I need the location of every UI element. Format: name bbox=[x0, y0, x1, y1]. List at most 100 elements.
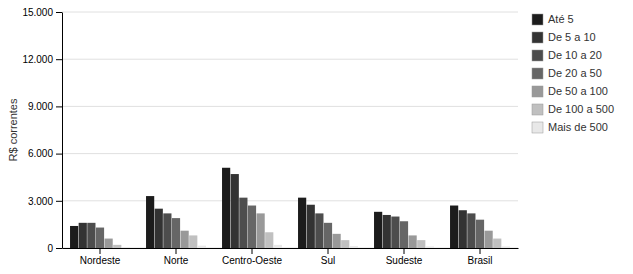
tick-mark bbox=[404, 248, 405, 254]
legend-item: Até 5 bbox=[532, 13, 574, 25]
legend-label: De 50 a 100 bbox=[548, 85, 608, 97]
legend-label: De 10 a 20 bbox=[548, 49, 602, 61]
bar bbox=[198, 246, 206, 248]
tick-label: 12.000 bbox=[22, 54, 53, 65]
tick: 3.000 bbox=[28, 196, 62, 207]
bar bbox=[231, 174, 239, 248]
grid-line bbox=[62, 59, 518, 60]
legend-label: De 20 a 50 bbox=[548, 67, 602, 79]
chart-container: 0 3.000 6.000 9.000 12.000 15.000 Nordeste Nort… bbox=[0, 0, 633, 274]
legend-item: De 10 a 20 bbox=[532, 49, 602, 61]
bar bbox=[181, 231, 189, 248]
bar-series bbox=[96, 206, 484, 248]
legend-swatch bbox=[532, 32, 543, 43]
x-axis: Nordeste Norte Centro-Oeste Sul Sudeste Brasi… bbox=[63, 248, 519, 266]
bar bbox=[426, 246, 434, 248]
y-axis: 0 3.000 6.000 9.000 12.000 15.000 bbox=[22, 7, 62, 254]
tick: 6.000 bbox=[28, 148, 62, 159]
legend-swatch bbox=[532, 86, 543, 97]
legend-label: De 5 a 10 bbox=[548, 31, 596, 43]
bar bbox=[417, 240, 425, 248]
bar bbox=[113, 245, 121, 248]
tick-mark bbox=[56, 248, 62, 249]
bar bbox=[307, 205, 315, 248]
legend-swatch bbox=[532, 50, 543, 61]
chart: 0 3.000 6.000 9.000 12.000 15.000 Nordeste Nort… bbox=[0, 0, 633, 274]
grid-line bbox=[62, 248, 518, 249]
bars bbox=[70, 168, 510, 248]
grid bbox=[62, 12, 518, 248]
bar bbox=[315, 213, 323, 248]
bar bbox=[172, 218, 180, 248]
bar bbox=[350, 246, 358, 248]
legend-swatch bbox=[532, 68, 543, 79]
bar bbox=[274, 245, 282, 248]
tick-label: Nordeste bbox=[80, 255, 121, 266]
bar bbox=[324, 223, 332, 248]
bar bbox=[333, 234, 341, 248]
bar bbox=[122, 247, 130, 248]
tick-mark bbox=[56, 201, 62, 202]
bar-series bbox=[105, 213, 493, 248]
tick-mark bbox=[56, 59, 62, 60]
bar bbox=[87, 223, 95, 248]
bar bbox=[502, 246, 510, 248]
bar bbox=[155, 209, 163, 248]
bar-series bbox=[87, 198, 475, 248]
legend-item: De 5 a 10 bbox=[532, 31, 596, 43]
bar bbox=[222, 168, 230, 248]
bar bbox=[409, 235, 417, 248]
tick: Sul bbox=[321, 248, 335, 266]
bar bbox=[341, 240, 349, 248]
grid-line bbox=[62, 200, 518, 201]
tick: Norte bbox=[164, 248, 189, 266]
plot: 0 3.000 6.000 9.000 12.000 15.000 Nordeste Nort… bbox=[22, 7, 518, 266]
tick-label: 9.000 bbox=[28, 101, 53, 112]
legend: Até 5 De 5 a 10 De 10 a 20 De 20 a 50 De 50 … bbox=[532, 13, 614, 133]
bar bbox=[105, 239, 113, 248]
bar bbox=[476, 220, 484, 248]
tick-mark bbox=[56, 12, 62, 13]
tick: Brasil bbox=[467, 248, 492, 266]
bar bbox=[70, 226, 78, 248]
legend-swatch bbox=[532, 14, 543, 25]
axis-line bbox=[62, 13, 63, 249]
bar bbox=[96, 228, 104, 248]
tick-mark bbox=[480, 248, 481, 254]
bar-series bbox=[113, 232, 501, 248]
tick-mark bbox=[100, 248, 101, 254]
bar bbox=[79, 223, 87, 248]
tick-label: 0 bbox=[47, 243, 53, 254]
bar bbox=[391, 217, 399, 248]
legend-item: De 50 a 100 bbox=[532, 85, 608, 97]
grid-line bbox=[62, 153, 518, 154]
tick-label: 15.000 bbox=[22, 7, 53, 18]
axis-line bbox=[63, 248, 519, 249]
tick: Nordeste bbox=[80, 248, 121, 266]
bar bbox=[189, 235, 197, 248]
tick: Centro-Oeste bbox=[222, 248, 282, 266]
tick-label: Brasil bbox=[467, 255, 492, 266]
bar bbox=[383, 215, 391, 248]
bar bbox=[298, 198, 306, 248]
legend-item: De 20 a 50 bbox=[532, 67, 602, 79]
bar bbox=[163, 213, 171, 248]
legend-swatch bbox=[532, 122, 543, 133]
bar bbox=[248, 206, 256, 248]
bar-series bbox=[122, 245, 510, 248]
bar bbox=[493, 239, 501, 248]
legend-swatch bbox=[532, 104, 543, 115]
tick-label: Centro-Oeste bbox=[222, 255, 282, 266]
legend-label: Mais de 500 bbox=[548, 121, 608, 133]
grid-line bbox=[62, 106, 518, 107]
tick-label: 6.000 bbox=[28, 148, 53, 159]
tick-label: Sudeste bbox=[386, 255, 423, 266]
bar bbox=[146, 196, 154, 248]
tick-mark bbox=[252, 248, 253, 254]
bar bbox=[374, 212, 382, 248]
bar bbox=[400, 221, 408, 248]
tick-mark bbox=[176, 248, 177, 254]
tick: 12.000 bbox=[22, 54, 62, 65]
tick: Sudeste bbox=[386, 248, 423, 266]
legend-item: Mais de 500 bbox=[532, 121, 608, 133]
